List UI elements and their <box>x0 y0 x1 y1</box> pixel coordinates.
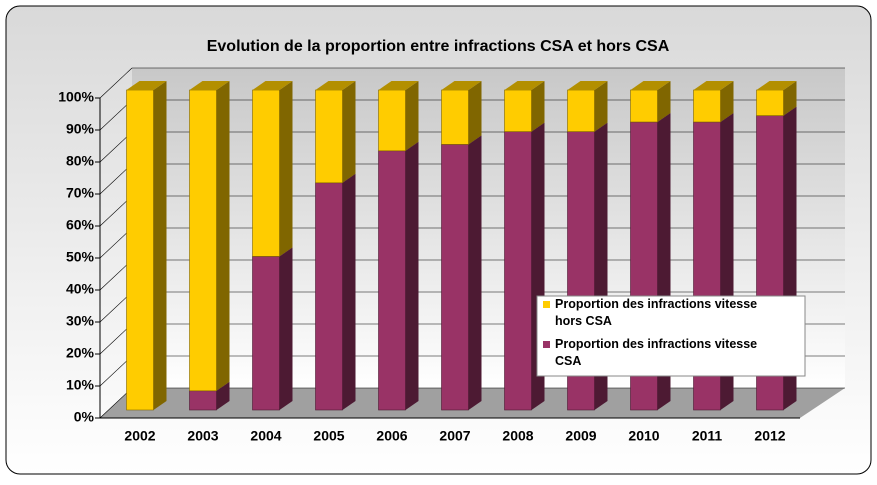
legend <box>536 295 806 377</box>
bar <box>504 81 545 132</box>
bar-top <box>378 81 419 90</box>
x-tick-label: 2010 <box>628 428 659 444</box>
chart-title: Evolution de la proportion entre infract… <box>207 38 670 55</box>
bar-top <box>567 81 608 90</box>
bar-top <box>693 81 734 90</box>
y-tick-label: 0% <box>74 409 95 425</box>
bar-side <box>783 81 797 116</box>
bar <box>126 81 167 411</box>
x-tick-label: 2005 <box>313 428 344 444</box>
bar <box>252 81 293 257</box>
bar-top <box>126 81 167 90</box>
bar-side <box>594 81 608 132</box>
bar-front <box>252 89 280 257</box>
x-tick-label: 2011 <box>692 428 723 444</box>
bar-front <box>567 89 595 132</box>
bar-front <box>504 89 532 132</box>
bar-front <box>378 89 406 152</box>
bar <box>441 135 482 411</box>
bar-front <box>693 89 721 123</box>
x-tick-label: 2004 <box>250 428 281 444</box>
bar-side <box>405 141 419 411</box>
bar-top <box>756 81 797 90</box>
bar-front <box>378 150 406 411</box>
bar-top <box>252 81 293 90</box>
bar-side <box>531 81 545 132</box>
y-tick-label: 70% <box>66 185 95 201</box>
y-tick-label: 20% <box>66 345 95 361</box>
bar-side <box>720 81 734 122</box>
bar-side <box>279 81 293 257</box>
bar-top <box>441 81 482 90</box>
legend-label: Proportion des infractions vitesse hors C… <box>555 297 757 328</box>
bar-front <box>504 131 532 411</box>
x-tick-label: 2009 <box>565 428 596 444</box>
x-tick-label: 2003 <box>187 428 218 444</box>
x-tick-label: 2007 <box>439 428 470 444</box>
legend-swatch <box>543 301 550 308</box>
x-tick-label: 2002 <box>124 428 155 444</box>
bar-side <box>216 81 230 391</box>
bar-front <box>315 89 343 184</box>
bar-side <box>657 81 671 122</box>
y-tick-label: 40% <box>66 281 95 297</box>
bar-side <box>153 81 167 410</box>
x-tick-label: 2012 <box>754 428 785 444</box>
bar-front <box>189 390 217 411</box>
legend-label: Proportion des infractions vitesse CSA <box>555 337 757 368</box>
bar-front <box>756 89 784 116</box>
bar <box>315 81 356 184</box>
grid-line <box>99 67 133 99</box>
bar <box>378 81 419 152</box>
bar-front <box>252 256 280 411</box>
x-tick-label: 2008 <box>502 428 533 444</box>
y-tick-label: 50% <box>66 249 95 265</box>
bar-side <box>468 135 482 410</box>
bar-front <box>126 89 154 411</box>
bar-top <box>189 81 230 90</box>
bar-side <box>216 381 230 410</box>
bar-side <box>468 81 482 145</box>
bar-top <box>630 81 671 90</box>
bar-top <box>315 81 356 90</box>
y-tick-label: 90% <box>66 121 95 137</box>
bar <box>189 81 230 392</box>
y-tick-label: 100% <box>58 89 94 105</box>
bar <box>567 81 608 132</box>
y-tick-label: 30% <box>66 313 95 329</box>
bar <box>441 81 482 145</box>
legend-swatch <box>543 341 550 348</box>
bar-front <box>315 182 343 411</box>
bar <box>378 141 419 411</box>
bar-front <box>441 144 469 411</box>
bar-front <box>630 89 658 123</box>
bar-side <box>405 81 419 151</box>
bar <box>756 81 797 116</box>
bar-side <box>342 81 356 183</box>
bar-side <box>342 173 356 410</box>
y-tick-label: 80% <box>66 153 95 169</box>
y-tick-label: 60% <box>66 217 95 233</box>
x-tick-label: 2006 <box>376 428 407 444</box>
bar-front <box>441 89 469 145</box>
bar <box>630 81 671 123</box>
bar-top <box>504 81 545 90</box>
bar-front <box>189 89 217 392</box>
y-tick-label: 10% <box>66 377 95 393</box>
bar-side <box>279 247 293 410</box>
bar <box>693 81 734 123</box>
bar <box>252 247 293 411</box>
bar <box>315 173 356 411</box>
